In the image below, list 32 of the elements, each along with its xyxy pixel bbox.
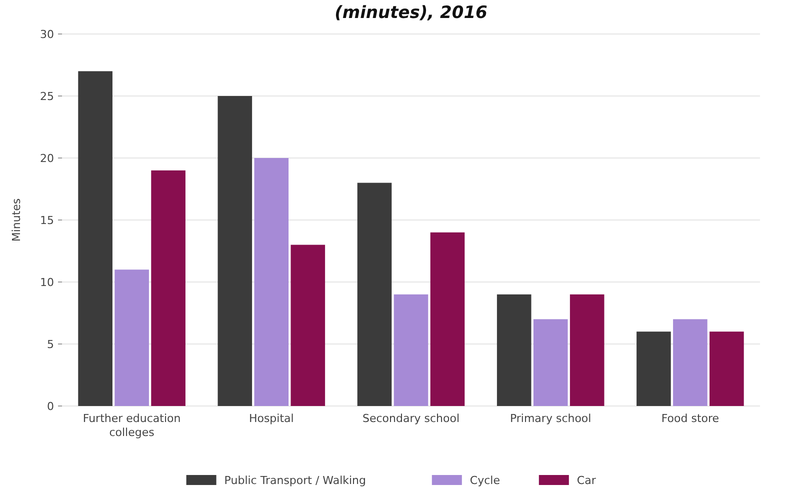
y-tick-label: 25	[40, 90, 54, 103]
bar	[254, 158, 289, 406]
y-tick-label: 30	[40, 28, 54, 41]
chart-title: (minutes), 2016	[334, 3, 488, 23]
bar	[533, 319, 568, 406]
bar	[673, 319, 708, 406]
x-tick-label: Primary school	[510, 412, 592, 425]
bar	[290, 244, 326, 406]
y-tick-label: 20	[40, 152, 54, 165]
x-tick-label: Food store	[661, 412, 720, 425]
legend-label: Public Transport / Walking	[224, 474, 366, 487]
y-tick-label: 0	[47, 400, 54, 413]
x-tick-label: Hospital	[248, 412, 294, 425]
x-tick-label: Secondary school	[362, 412, 460, 425]
x-tick-label: Further education colleges	[82, 412, 181, 439]
bar	[636, 332, 671, 406]
bar	[430, 232, 465, 406]
y-tick-label: 10	[40, 276, 54, 289]
bar	[394, 294, 428, 406]
y-tick-label: 5	[47, 338, 54, 351]
bar	[357, 182, 392, 406]
bar	[151, 170, 186, 406]
bar	[218, 96, 252, 406]
legend-label: Cycle	[470, 474, 500, 487]
bar	[114, 270, 149, 406]
bar	[496, 294, 532, 406]
bar	[570, 294, 604, 406]
bar	[78, 71, 112, 406]
legend-label: Car	[576, 474, 596, 487]
bar	[710, 332, 744, 406]
y-tick-label: 15	[40, 214, 54, 227]
y-axis-title: Minutes	[10, 198, 23, 242]
